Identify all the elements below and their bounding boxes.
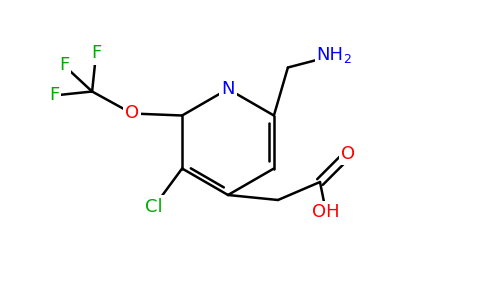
Text: Cl: Cl — [145, 197, 163, 215]
Text: N: N — [221, 80, 235, 98]
Text: 2: 2 — [343, 53, 351, 66]
Text: O: O — [341, 145, 355, 163]
Text: F: F — [49, 86, 59, 104]
Text: F: F — [59, 56, 69, 74]
Text: NH: NH — [317, 46, 344, 64]
Text: OH: OH — [312, 203, 340, 221]
Text: O: O — [125, 104, 139, 122]
Text: F: F — [91, 44, 101, 62]
